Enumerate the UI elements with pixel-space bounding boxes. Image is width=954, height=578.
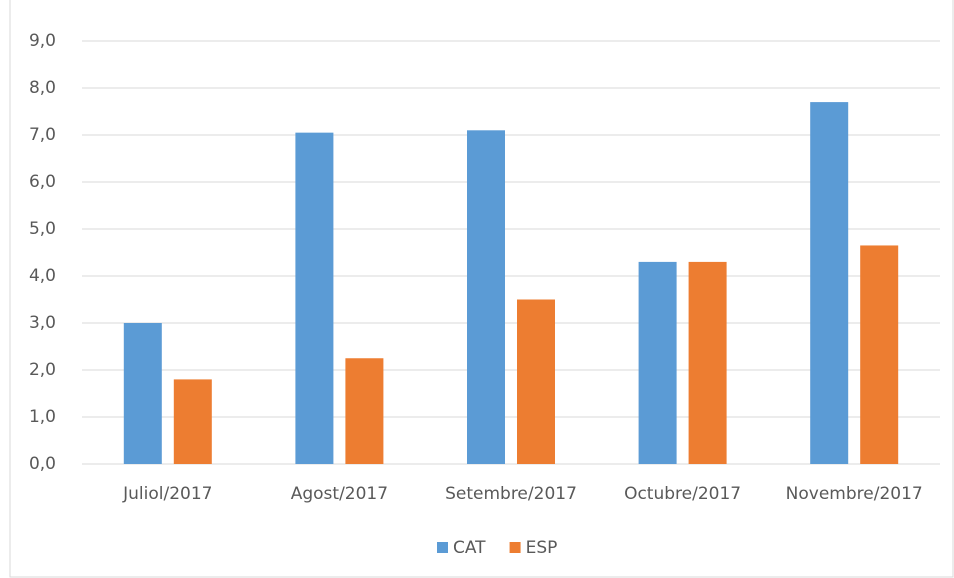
y-tick-label: 9,0 bbox=[29, 31, 56, 51]
x-tick-label: Setembre/2017 bbox=[445, 484, 577, 504]
x-tick-label: Juliol/2017 bbox=[122, 484, 212, 504]
legend-swatch bbox=[509, 542, 521, 553]
y-tick-label: 3,0 bbox=[29, 313, 56, 333]
bar bbox=[467, 130, 505, 465]
y-tick-label: 0,0 bbox=[29, 454, 56, 474]
x-tick-label: Novembre/2017 bbox=[786, 484, 923, 504]
bar bbox=[345, 358, 384, 464]
bar bbox=[638, 261, 677, 464]
x-tick-label: Octubre/2017 bbox=[624, 484, 741, 504]
y-tick-label: 8,0 bbox=[29, 78, 56, 98]
bar bbox=[688, 261, 727, 464]
bar bbox=[123, 323, 162, 464]
bar bbox=[810, 102, 849, 464]
legend-label: ESP bbox=[526, 538, 558, 558]
y-tick-label: 2,0 bbox=[29, 360, 56, 380]
y-tick-label: 7,0 bbox=[29, 125, 56, 145]
legend-label: CAT bbox=[453, 538, 486, 558]
y-tick-label: 5,0 bbox=[29, 219, 56, 239]
bar bbox=[517, 299, 555, 464]
y-tick-label: 4,0 bbox=[29, 266, 56, 286]
bar bbox=[295, 132, 334, 464]
y-tick-label: 6,0 bbox=[29, 172, 56, 192]
x-tick-label: Agost/2017 bbox=[291, 484, 388, 504]
bar bbox=[860, 245, 899, 464]
bar bbox=[173, 379, 212, 464]
legend-swatch bbox=[437, 542, 448, 553]
y-tick-label: 1,0 bbox=[29, 407, 56, 427]
